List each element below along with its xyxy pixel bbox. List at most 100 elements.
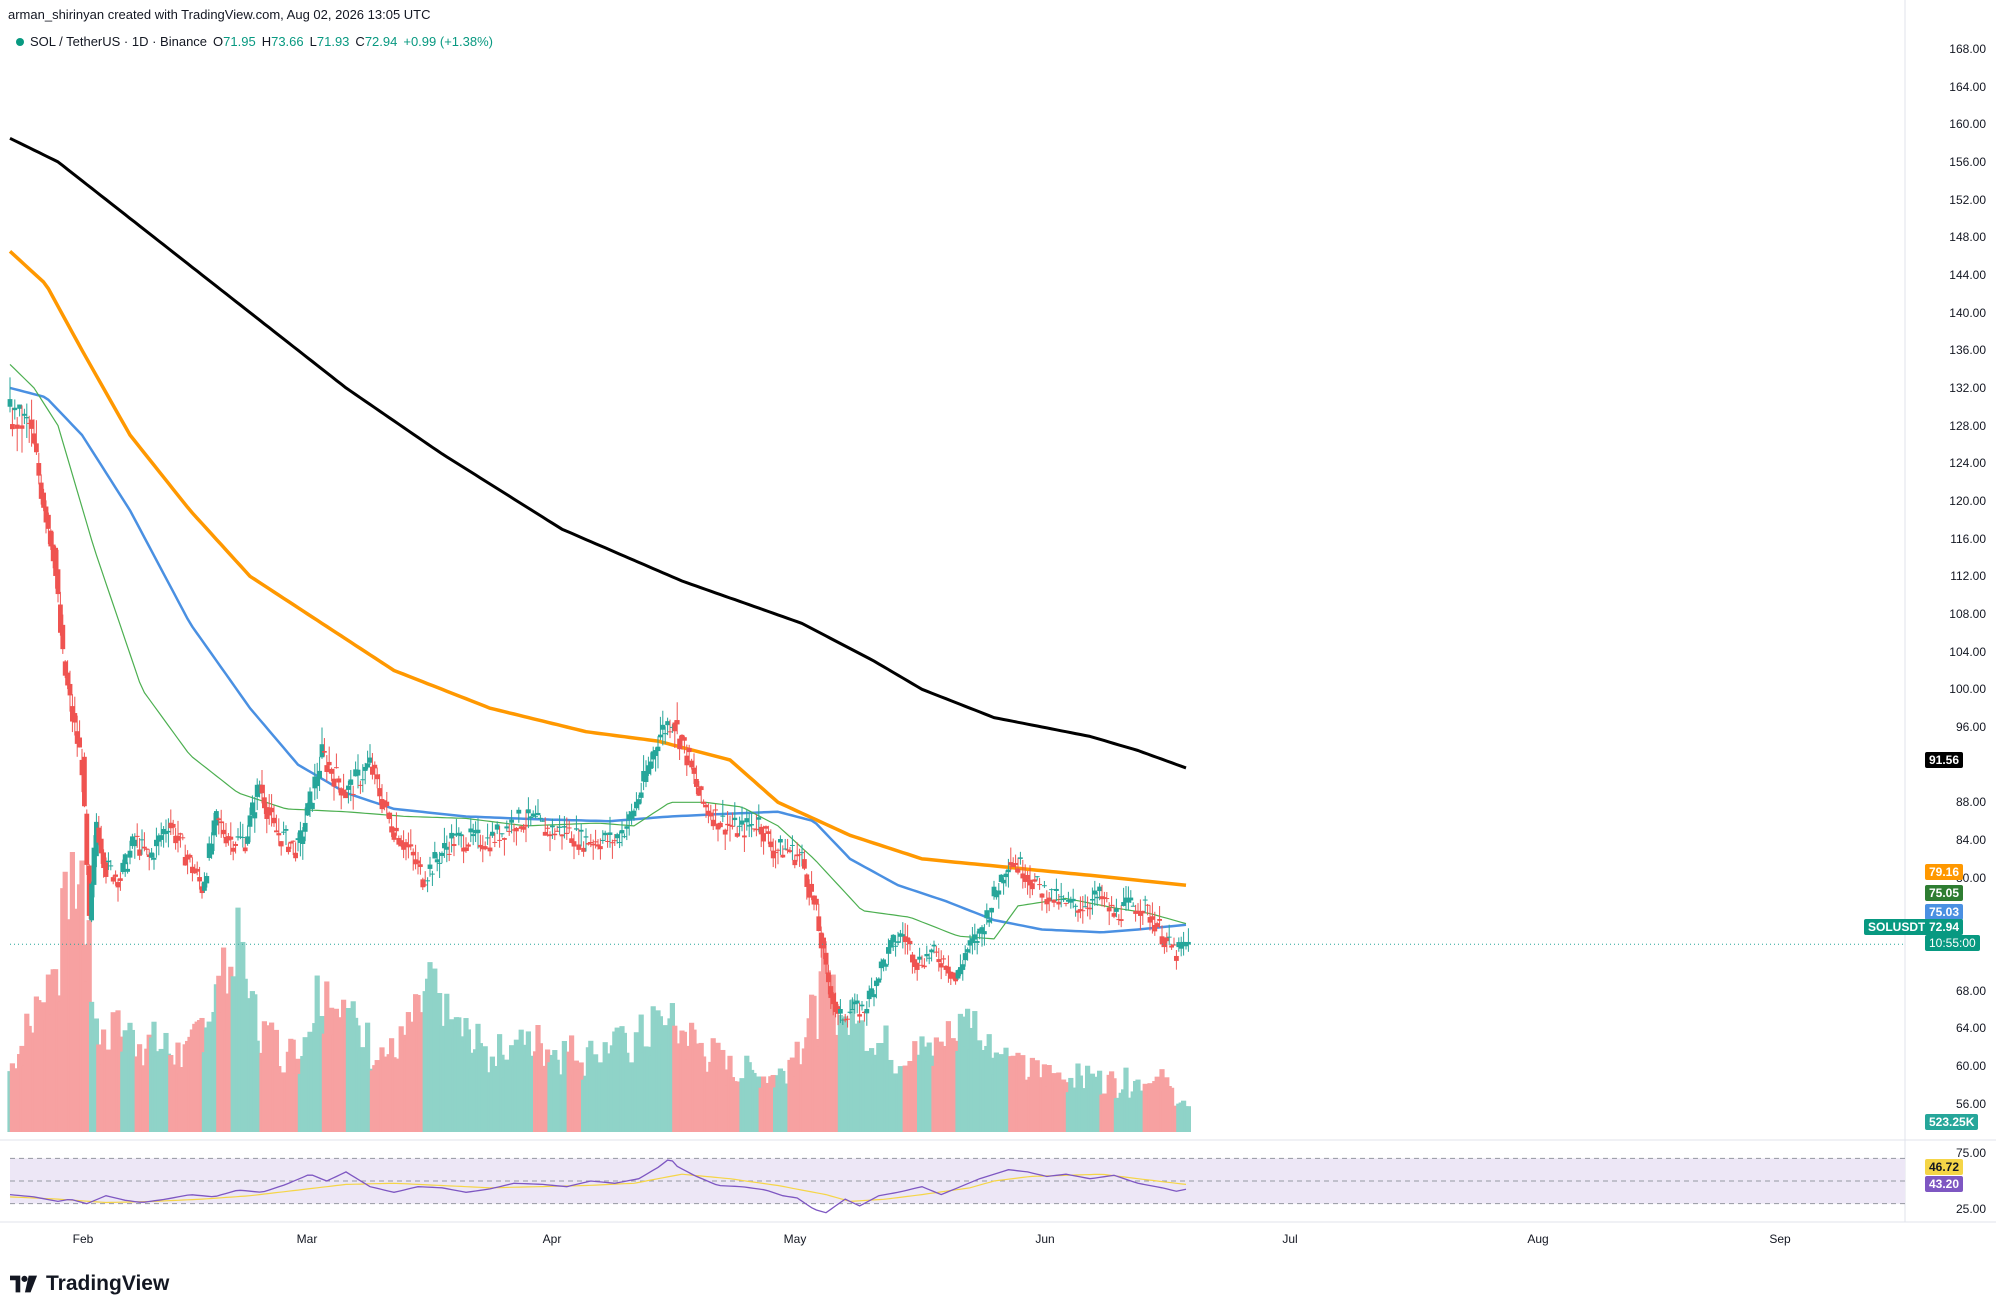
candle [763,826,769,829]
candle [782,848,788,850]
candle [816,916,822,932]
candle [792,859,798,866]
candle [305,803,310,816]
candle [698,786,704,791]
candle [62,661,68,676]
time-axis-tick: Aug [1527,1232,1549,1246]
candle [554,830,560,832]
candle [374,774,380,780]
candle [557,826,562,828]
candle [24,417,30,419]
candle [401,843,406,850]
candle [794,854,800,857]
rsi-axis-tick: 25.00 [1955,1202,1986,1217]
candle [343,792,349,799]
candle [713,809,718,811]
candle [403,842,409,846]
candle [1092,890,1098,895]
price-axis-tick: 80.00 [1955,870,1986,885]
candle [490,831,495,836]
candle [1073,905,1078,907]
candle [665,721,670,726]
candle [1130,905,1136,907]
candle [163,830,169,834]
candle [1058,896,1064,898]
candle [576,844,582,850]
candle [686,747,692,753]
candle [120,862,126,873]
ma-50-line [9,386,1187,934]
candle [202,881,207,891]
candle [324,765,330,772]
candle [1166,936,1172,938]
candle [365,763,370,768]
candle [907,940,913,945]
symbol-title[interactable]: SOL / TetherUS · 1D · Binance [30,34,208,49]
candle [938,963,944,968]
candle [398,840,404,847]
candle [72,713,78,723]
candle [84,813,90,865]
price-axis-tick: 112.00 [1950,569,1986,584]
candle [386,812,392,820]
candle [1008,862,1014,866]
candle [492,841,498,843]
candle [96,827,102,843]
candle [394,827,399,832]
candle [638,792,644,798]
candle [768,841,774,848]
time-axis-tick: Mar [296,1232,318,1246]
candle [648,761,654,769]
candle [667,731,673,733]
candle [722,829,728,835]
candle [127,850,133,858]
candle [302,822,308,832]
candle [482,846,488,850]
candle [151,857,157,860]
candle [626,814,632,820]
candle [540,820,546,822]
candle [919,964,925,966]
price-axis-tick: 168.00 [1949,41,1986,56]
candle [857,1014,862,1017]
candle [965,949,970,953]
candle [624,826,630,829]
price-axis-tick: 124.00 [1949,456,1986,471]
candle [1018,857,1023,859]
candle [283,829,289,831]
candle [859,1004,865,1007]
candle [516,809,522,814]
candle [703,804,709,808]
candle [197,877,202,882]
candle [622,836,627,838]
price-axis-tick: 164.00 [1949,79,1986,94]
ohlc-open: O71.95 [213,34,256,49]
candle [36,463,42,476]
candle [960,964,966,970]
candle [646,765,651,774]
candle [653,750,658,756]
candle [211,820,217,836]
candle [672,722,678,732]
price-axis-tick: 136.00 [1949,343,1986,358]
price-axis-tick: 152.00 [1949,192,1986,207]
symbol-legend[interactable]: SOL / TetherUS · 1D · Binance O71.95 H73… [16,34,493,49]
candle [259,784,265,794]
candle [710,819,716,827]
candle [466,844,471,847]
candle [182,856,188,866]
candle [775,849,781,851]
candle [828,986,834,998]
candle [269,807,274,813]
candle [650,751,656,760]
candle [144,848,150,850]
candle [655,746,661,752]
tradingview-logo[interactable]: TradingView [10,1272,169,1296]
candle [65,672,70,686]
candle [334,767,339,769]
candle [478,844,483,848]
candle [1111,913,1117,917]
candle [1015,868,1021,873]
price-axis-tick: 148.00 [1949,230,1986,245]
